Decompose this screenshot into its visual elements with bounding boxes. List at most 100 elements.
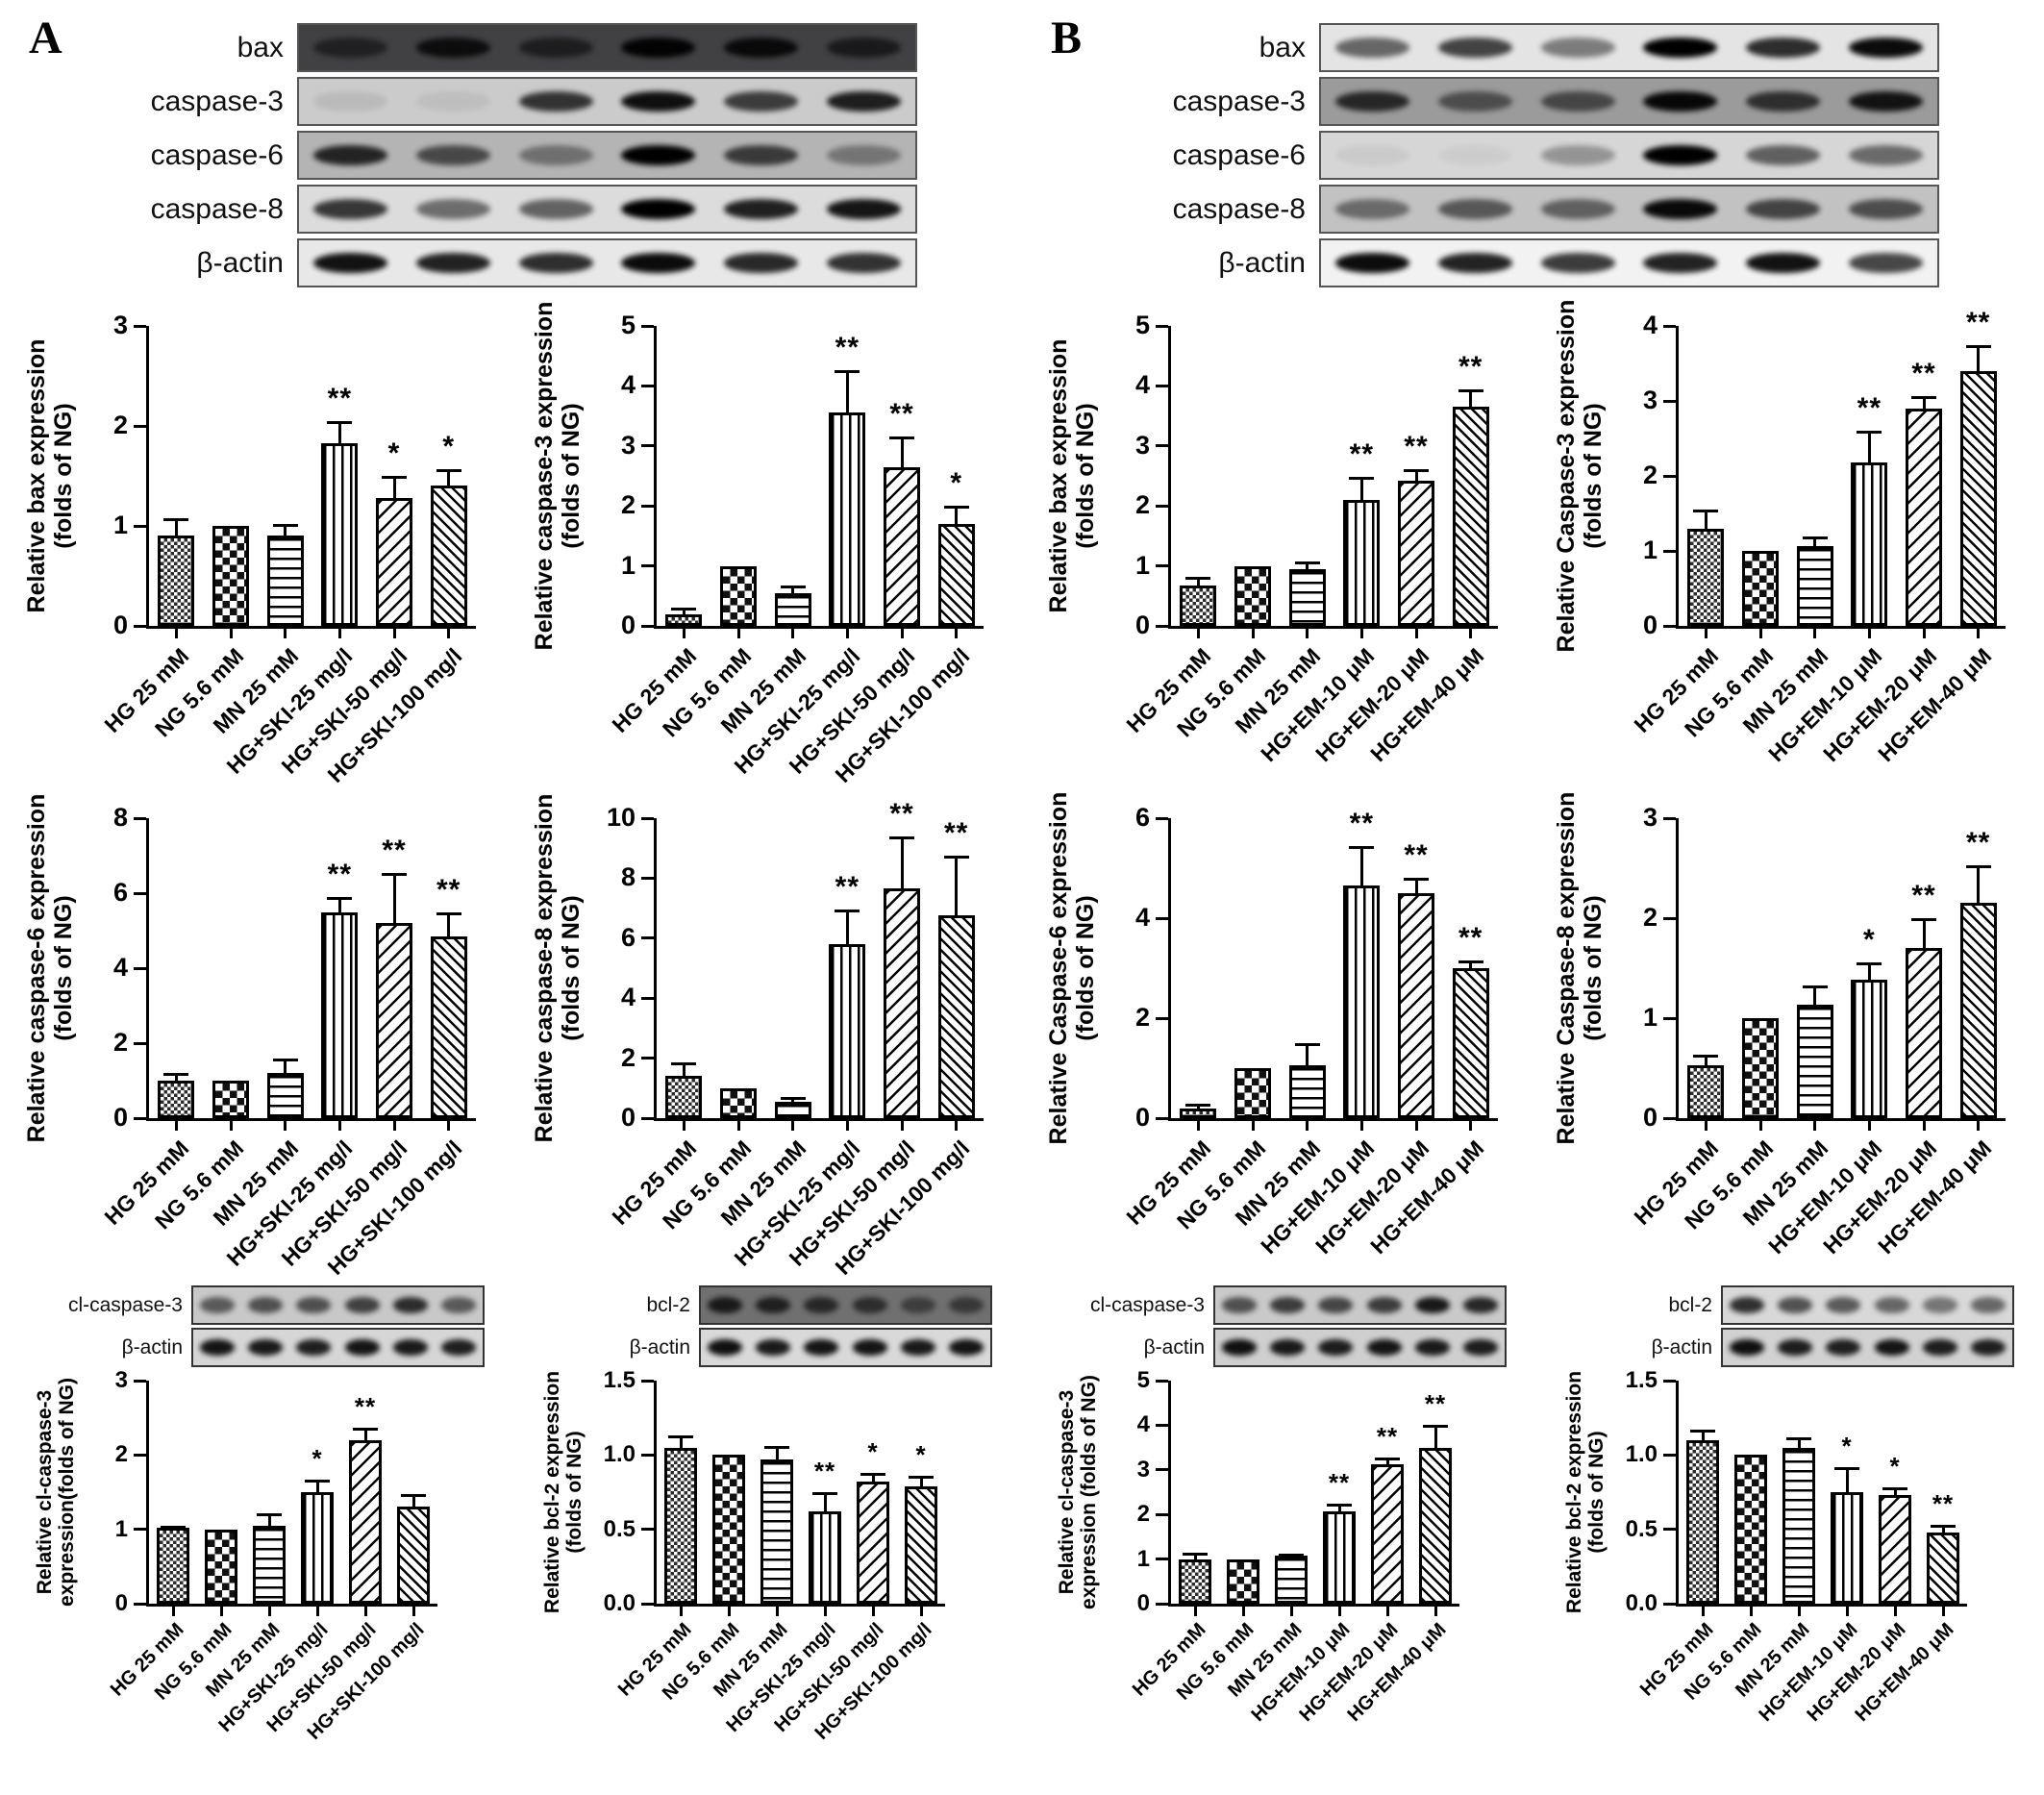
blot-row: caspase-6 — [1118, 131, 2044, 180]
protein-band — [756, 1339, 791, 1356]
significance-stars: ** — [889, 398, 914, 431]
y-tick-mark — [641, 876, 654, 880]
error-bar-stem — [337, 896, 341, 912]
bar — [774, 1101, 811, 1118]
significance-stars: ** — [354, 1391, 377, 1421]
x-tick-mark — [1867, 629, 1871, 638]
y-tick-mark — [641, 564, 654, 568]
y-tick-label: 2 — [620, 490, 636, 520]
protein-band — [296, 1339, 332, 1356]
bar — [1234, 565, 1271, 626]
x-tick-mark — [791, 1121, 795, 1131]
y-tick-mark — [641, 504, 654, 508]
x-tick-mark — [1196, 1121, 1200, 1131]
protein-band — [827, 253, 902, 273]
protein-band — [724, 145, 799, 165]
protein-band — [1318, 1297, 1354, 1313]
y-tick-mark — [1663, 1016, 1676, 1020]
error-bar-stem — [823, 1492, 827, 1512]
protein-band — [248, 1339, 284, 1356]
bar — [937, 915, 975, 1118]
blot-label: β-actin — [1218, 246, 1306, 279]
error-bar-cap — [1185, 577, 1211, 581]
error-bar-cap — [1404, 468, 1429, 472]
y-tick-mark — [134, 1379, 146, 1383]
y-tick-label: 2 — [112, 1028, 128, 1057]
y-tick-mark — [134, 1602, 146, 1606]
protein-band — [621, 253, 696, 273]
y-tick-label: 2 — [1134, 490, 1150, 520]
chart-caspase6-A: 0 2 4 6 8 HG 25 mM NG 5.6 mM MN 25 mM ** HG+SKI-2… — [0, 791, 508, 1280]
western-blot-strip — [1319, 23, 1939, 72]
panel-A-letter: A — [29, 12, 62, 63]
y-tick-label: 3 — [1642, 386, 1658, 414]
error-bar-cap — [943, 506, 969, 510]
y-tick-mark — [1663, 1379, 1676, 1383]
protein-band — [1222, 1339, 1258, 1356]
error-bar-cap — [1458, 960, 1483, 964]
protein-band — [1849, 91, 1924, 112]
y-tick-mark — [1156, 1512, 1168, 1516]
error-bar-cap — [161, 1525, 186, 1529]
x-tick-mark — [1758, 629, 1762, 638]
y-tick-mark — [134, 966, 146, 970]
significance-stars: ** — [436, 873, 461, 906]
bar — [1234, 1068, 1271, 1118]
error-bar-stem — [1845, 1466, 1849, 1492]
bar — [1452, 968, 1489, 1118]
error-bar-cap — [943, 856, 969, 859]
error-bar-stem — [845, 910, 849, 945]
error-bar-cap — [909, 1476, 934, 1479]
y-tick-mark — [134, 1528, 146, 1532]
y-axis-label: Relative caspase-8 expression (folds of N… — [531, 793, 585, 1143]
protein-band — [415, 253, 490, 273]
protein-band — [344, 1339, 380, 1356]
error-bar-stem — [1867, 431, 1871, 462]
error-bar-stem — [1196, 577, 1200, 586]
protein-band — [1318, 1339, 1354, 1356]
bar — [1796, 545, 1833, 626]
error-bar-stem — [1922, 918, 1926, 949]
significance-stars: ** — [943, 817, 969, 849]
protein-band — [312, 145, 387, 165]
error-bar-cap — [305, 1479, 330, 1483]
y-tick-mark — [1156, 1468, 1168, 1472]
protein-band — [1643, 91, 1718, 112]
bar — [1851, 980, 1888, 1118]
x-tick-mark — [1469, 1121, 1473, 1131]
bar — [1906, 408, 1942, 626]
y-axis-label: Relative caspase-3 expression (folds of N… — [531, 301, 585, 651]
y-tick-mark — [1663, 916, 1676, 920]
y-tick-mark — [1156, 504, 1168, 508]
error-bar-stem — [392, 476, 396, 498]
y-tick-mark — [1156, 816, 1168, 820]
protein-band — [1643, 253, 1718, 273]
bar — [884, 466, 920, 626]
error-bar-stem — [919, 1476, 923, 1486]
error-bar-stem — [1306, 1043, 1309, 1066]
error-bar-stem — [1414, 878, 1418, 893]
y-tick-mark — [1663, 1528, 1676, 1532]
protein-band — [1270, 1339, 1306, 1356]
y-axis-label: Relative Caspase-8 expression (folds of N… — [1553, 791, 1607, 1145]
error-bar-stem — [174, 517, 178, 536]
y-tick-label: 3 — [1136, 1456, 1150, 1483]
chart-bcl2-B: 0.0 0.5 1.0 1.5 HG 25 mM NG 5.6 mM MN 25 mM * HG… — [1530, 1367, 1982, 1771]
protein-band — [621, 37, 696, 58]
blot-row: bcl-2 — [1568, 1285, 2037, 1325]
error-bar-stem — [411, 1494, 415, 1508]
bar — [1343, 885, 1381, 1118]
blot-label: caspase-3 — [1172, 85, 1306, 117]
blot-row: caspase-8 — [96, 185, 1022, 234]
y-axis-label: Relative bcl-2 expression (folds of NG) — [541, 1370, 586, 1614]
protein-band — [392, 1339, 428, 1356]
error-bar-cap — [436, 468, 461, 472]
bar — [266, 1073, 304, 1118]
protein-band — [827, 37, 902, 58]
protein-band — [1849, 199, 1924, 219]
error-bar-cap — [1965, 864, 1991, 868]
protein-band — [1334, 145, 1409, 165]
x-tick-mark — [1251, 629, 1255, 638]
bar — [212, 526, 249, 626]
protein-band — [1849, 253, 1924, 273]
